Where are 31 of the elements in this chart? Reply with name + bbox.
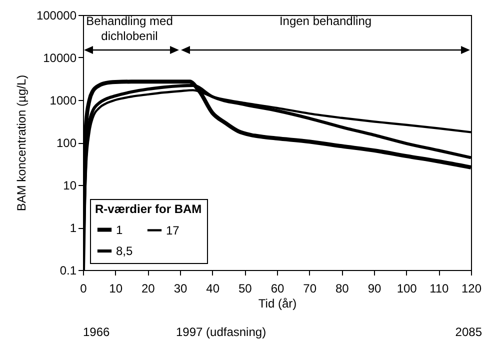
annotation: Ingen behandling	[279, 14, 372, 28]
legend-title: R-værdier for BAM	[95, 202, 202, 216]
x-tick-label: 20	[141, 282, 156, 296]
y-tick-label: 1	[70, 221, 77, 235]
x-tick-label: 70	[303, 282, 317, 296]
x-axis-title: Tid (år)	[258, 296, 297, 310]
x-tick-label: 90	[368, 282, 382, 296]
x-tick-label: 100	[396, 282, 418, 296]
y-tick-label: 0.1	[60, 264, 77, 278]
y-axis-title: BAM koncentration (µg/L)	[14, 74, 28, 212]
text: 1966	[83, 325, 110, 339]
x-tick-label: 40	[206, 282, 220, 296]
y-tick-label: 10	[63, 178, 77, 192]
x-tick-label: 10	[109, 282, 123, 296]
legend-label: 17	[166, 223, 180, 238]
y-tick-label: 100	[56, 136, 77, 150]
legend-label: 1	[116, 222, 123, 237]
x-tick-label: 0	[80, 282, 88, 296]
x-tick-label: 30	[174, 282, 188, 296]
text: 1997 (udfasning)	[176, 325, 266, 339]
y-tick-label: 100000	[36, 8, 77, 22]
x-tick-label: 60	[270, 282, 284, 296]
text: 2085	[455, 325, 482, 339]
x-tick-label: 110	[430, 282, 450, 296]
legend-label: 8,5	[116, 244, 134, 258]
x-tick-label: 80	[335, 282, 350, 296]
x-tick-label: 120	[461, 282, 482, 296]
x-tick-label: 50	[238, 282, 252, 296]
y-tick-label: 10000	[43, 51, 77, 65]
annotation: Behandling med dichlobenil	[86, 14, 173, 43]
y-tick-label: 1000	[50, 94, 77, 108]
